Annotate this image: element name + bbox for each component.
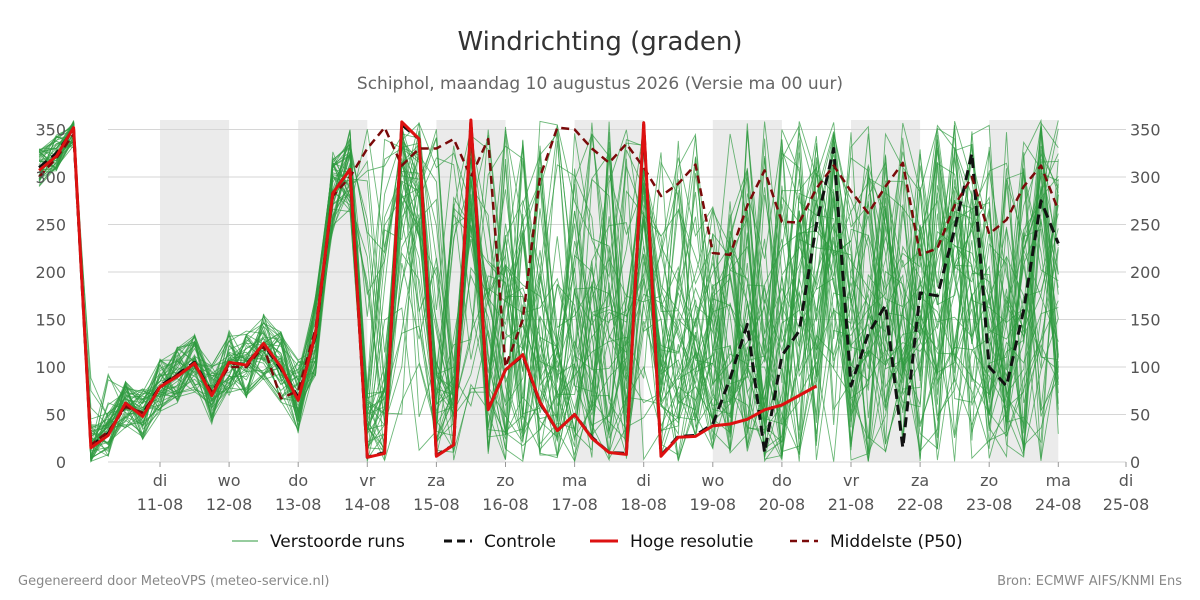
x-tick-day: ma	[562, 471, 587, 490]
y-tick-label-left: 300	[35, 168, 66, 187]
x-tick-date: 17-08	[551, 495, 598, 514]
footer-source: Bron: ECMWF AIFS/KNMI Ens	[997, 574, 1182, 589]
chart-title: Windrichting (graden)	[457, 27, 742, 57]
x-tick-date: 13-08	[275, 495, 322, 514]
y-tick-label-left: 0	[56, 453, 66, 472]
y-tick-label-right: 100	[1130, 358, 1161, 377]
legend-label: Middelste (P50)	[830, 532, 963, 552]
y-tick-label-right: 300	[1130, 168, 1161, 187]
x-tick-day: ma	[1046, 471, 1071, 490]
y-tick-label-right: 250	[1130, 216, 1161, 235]
ensemble-run-line	[38, 133, 1059, 462]
y-tick-label-left: 200	[35, 263, 66, 282]
y-tick-label-left: 50	[46, 406, 66, 425]
x-tick-day: zo	[496, 471, 514, 490]
x-tick-day: do	[772, 471, 792, 490]
ensemble-run-line	[38, 123, 1059, 462]
chart-subtitle: Schiphol, maandag 10 augustus 2026 (Vers…	[357, 74, 843, 94]
y-axis-right: 0 50 100 150 200 250 300 350	[1130, 121, 1161, 473]
x-axis: di 11-08 wo 12-08 do 13-08 vr 14-08 za 15-08 zo 16-…	[137, 462, 1150, 514]
x-tick-date: 15-08	[413, 495, 460, 514]
legend-item-controle: Controle	[444, 532, 556, 552]
legend-item-p50: Middelste (P50)	[790, 532, 963, 552]
x-tick-date: 14-08	[344, 495, 391, 514]
x-tick-day: wo	[218, 471, 241, 490]
legend-item-hoge-resolutie: Hoge resolutie	[590, 532, 754, 552]
x-tick-date: 20-08	[759, 495, 806, 514]
x-tick-day: do	[288, 471, 308, 490]
y-tick-label-left: 350	[35, 121, 66, 140]
legend: Verstoorde runs Controle Hoge resolutie Mid…	[232, 532, 963, 552]
ensemble-runs	[38, 118, 1059, 464]
ensemble-run-line	[38, 121, 1059, 461]
x-tick-date: 25-08	[1103, 495, 1150, 514]
x-tick-date: 11-08	[137, 495, 184, 514]
x-tick-day: zo	[980, 471, 998, 490]
x-tick-date: 18-08	[620, 495, 667, 514]
ensemble-run-line	[39, 131, 1059, 462]
ensemble-run-line	[38, 126, 1059, 451]
ensemble-run-line	[38, 120, 1059, 461]
x-tick-date: 21-08	[828, 495, 875, 514]
x-tick-date: 24-08	[1035, 495, 1082, 514]
ensemble-run-line	[38, 129, 1059, 463]
y-tick-label-left: 150	[35, 311, 66, 330]
ensemble-run-line	[39, 122, 1059, 456]
ensemble-run-line	[38, 120, 1059, 460]
x-tick-day: za	[427, 471, 445, 490]
footer-generated: Gegenereerd door MeteoVPS (meteo-service…	[18, 574, 329, 589]
ensemble-run-line	[38, 125, 1059, 460]
legend-item-ensemble: Verstoorde runs	[232, 532, 405, 552]
y-tick-label-right: 0	[1130, 453, 1140, 472]
y-tick-label-left: 250	[35, 216, 66, 235]
y-axis-left: 0 50 100 150 200 250 300 350	[35, 121, 66, 473]
x-tick-day: wo	[701, 471, 724, 490]
x-tick-day: za	[911, 471, 929, 490]
hoge-resolutie-line	[38, 118, 818, 459]
legend-label: Controle	[484, 532, 556, 552]
y-tick-label-right: 200	[1130, 263, 1161, 282]
y-tick-label-right: 50	[1130, 406, 1150, 425]
x-tick-day: di	[636, 471, 651, 490]
y-tick-label-right: 150	[1130, 311, 1161, 330]
x-tick-date: 12-08	[206, 495, 253, 514]
x-tick-date: 16-08	[482, 495, 529, 514]
x-tick-date: 23-08	[966, 495, 1013, 514]
y-tick-label-right: 350	[1130, 121, 1161, 140]
ensemble-run-line	[38, 129, 1059, 445]
main-series	[38, 118, 1060, 459]
x-tick-day: vr	[843, 471, 859, 490]
legend-label: Hoge resolutie	[630, 532, 754, 552]
shaded-span	[160, 120, 230, 462]
y-tick-label-left: 100	[35, 358, 66, 377]
ensemble-run-line	[38, 124, 1059, 460]
ensemble-run-line	[39, 123, 1059, 462]
ensemble-run-line	[39, 122, 1059, 456]
x-tick-day: vr	[359, 471, 375, 490]
x-tick-day: di	[1119, 471, 1134, 490]
x-tick-date: 22-08	[897, 495, 944, 514]
x-tick-date: 19-08	[690, 495, 737, 514]
legend-label: Verstoorde runs	[270, 532, 405, 552]
x-tick-day: di	[153, 471, 168, 490]
